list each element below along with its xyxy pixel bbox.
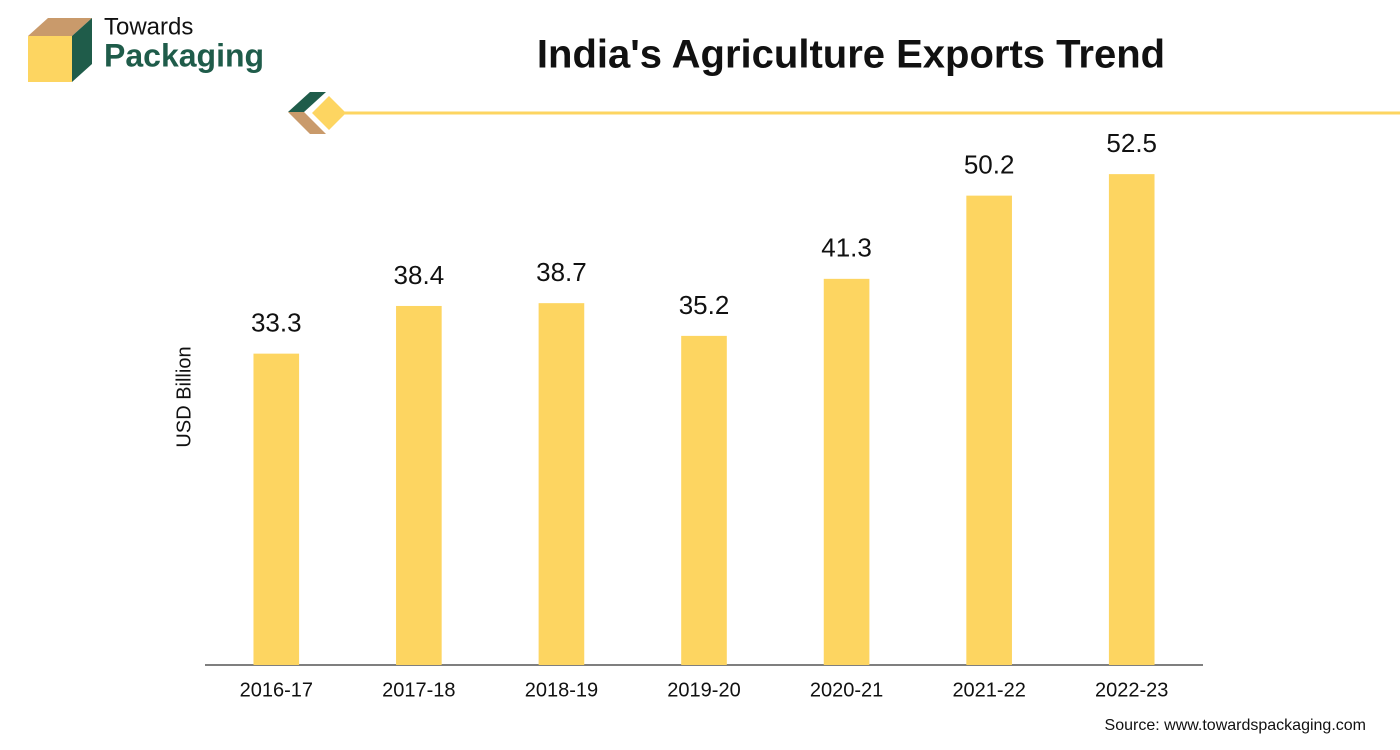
bar bbox=[253, 353, 300, 665]
logo-top bbox=[28, 18, 92, 36]
deco-yellow bbox=[312, 96, 346, 130]
y-axis-label: USD Billion bbox=[173, 346, 195, 447]
source: Source: www.towardspackaging.com bbox=[1105, 717, 1366, 734]
bar bbox=[538, 303, 585, 665]
value-label: 52.5 bbox=[1106, 128, 1157, 158]
value-label: 35.2 bbox=[679, 290, 730, 320]
value-label: 41.3 bbox=[821, 233, 872, 263]
logo-line1: Towards bbox=[104, 13, 193, 40]
x-tick-label: 2022-23 bbox=[1095, 679, 1168, 701]
bar bbox=[681, 335, 727, 665]
logo-side bbox=[72, 18, 92, 82]
x-tick-label: 2020-21 bbox=[810, 679, 883, 701]
x-tick-label: 2018-19 bbox=[525, 679, 598, 701]
logo-line2: Packaging bbox=[104, 37, 264, 73]
bar bbox=[1108, 174, 1155, 665]
x-tick-label: 2019-20 bbox=[667, 679, 740, 701]
deco-dark bbox=[288, 92, 326, 112]
logo: Towards Packaging bbox=[28, 13, 264, 82]
value-label: 38.7 bbox=[536, 257, 587, 287]
bar bbox=[966, 195, 1012, 665]
deco-tan bbox=[288, 112, 326, 134]
x-tick-label: 2016-17 bbox=[240, 679, 313, 701]
bar bbox=[823, 278, 870, 665]
decoration bbox=[288, 92, 1400, 134]
value-label: 33.3 bbox=[251, 308, 302, 338]
x-tick-label: 2017-18 bbox=[382, 679, 455, 701]
logo-front bbox=[28, 36, 72, 82]
value-label: 38.4 bbox=[394, 260, 445, 290]
x-tick-label: 2021-22 bbox=[952, 679, 1025, 701]
bar bbox=[396, 305, 442, 665]
chart-title: India's Agriculture Exports Trend bbox=[537, 33, 1165, 77]
value-label: 50.2 bbox=[964, 150, 1015, 180]
